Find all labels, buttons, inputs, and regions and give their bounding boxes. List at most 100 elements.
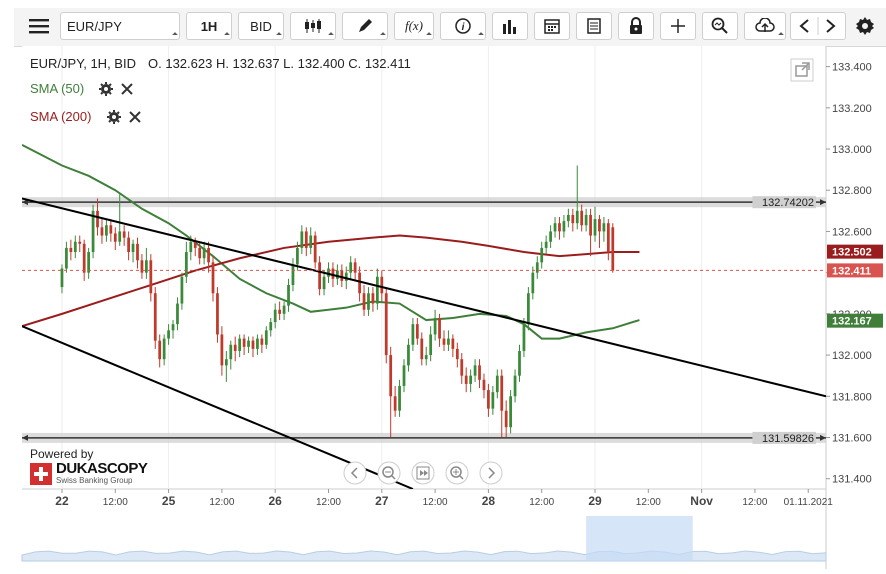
chart-nav-controls [343, 461, 503, 485]
candle-body [220, 334, 224, 366]
zoom-button[interactable] [702, 12, 738, 40]
plot-layer [22, 144, 826, 489]
candle-body [331, 268, 335, 279]
candle-body [455, 348, 459, 360]
candle-body [113, 233, 117, 242]
candle-body [540, 247, 544, 263]
lock-icon [630, 17, 642, 34]
candle-body [336, 270, 339, 279]
candle-body [487, 390, 490, 409]
volume-button[interactable] [492, 12, 528, 40]
candle-body [451, 338, 455, 349]
candle-body [207, 247, 210, 263]
candle-body [420, 338, 424, 360]
x-tick-label: 01.11.2021 [784, 497, 834, 508]
brand-tagline: Swiss Banking Group [56, 476, 133, 485]
info-button[interactable]: i [440, 12, 486, 40]
x-tick-label: 12:00 [103, 497, 128, 508]
candle-body [60, 268, 64, 288]
upload-button[interactable] [744, 12, 786, 40]
candle-body [535, 262, 539, 273]
candle-body [522, 324, 526, 351]
expand-icon[interactable] [790, 58, 814, 82]
reset-zoom-button[interactable] [411, 461, 435, 485]
price-label-bg [827, 313, 883, 328]
news-button[interactable] [576, 12, 612, 40]
scroll-right-button[interactable] [479, 461, 503, 485]
candle-body [584, 214, 588, 226]
info-icon: i [455, 18, 471, 34]
candle-body [96, 210, 99, 228]
candle-body [495, 375, 499, 393]
next-arrow-icon[interactable] [826, 19, 836, 33]
price-label: 132.167 [832, 316, 872, 328]
candle-body [82, 243, 86, 273]
sma200-controls [107, 110, 141, 124]
candle-body [358, 272, 361, 294]
chart-area[interactable]: 133.400 133.200 133.000 132.800 132.600 132.4… [14, 46, 886, 569]
candle-body [233, 344, 237, 351]
candle-body [189, 241, 193, 253]
zoom-in-button[interactable] [445, 461, 469, 485]
zoom-out-button[interactable] [377, 461, 401, 485]
candle-body [367, 293, 370, 310]
candle-body [549, 231, 552, 242]
candle-body [78, 241, 82, 244]
candle-body [291, 264, 295, 286]
candle-body [247, 340, 250, 347]
lock-button[interactable] [618, 12, 654, 40]
price-side-select[interactable]: BID [238, 12, 284, 40]
candle-body [571, 214, 575, 224]
candle-body [180, 276, 184, 304]
zoom-search-icon [711, 17, 728, 34]
symbol-label: EUR/JPY [67, 18, 122, 34]
sma200-remove-icon[interactable] [129, 111, 141, 123]
sma50-remove-icon[interactable] [121, 83, 133, 95]
candle-body [482, 379, 486, 391]
candle-body [566, 214, 570, 222]
candle-body [184, 252, 188, 277]
x-tick-label: 27 [375, 494, 389, 508]
calendar-button[interactable] [534, 12, 570, 40]
symbol-select[interactable]: EUR/JPY [60, 12, 180, 40]
draw-button[interactable] [342, 12, 388, 40]
calendar-icon [544, 19, 560, 34]
candle-body [278, 309, 282, 314]
price-chart[interactable]: 133.400 133.200 133.000 132.800 132.600 132.4… [14, 46, 886, 569]
candle-body [313, 235, 317, 263]
indicators-button[interactable]: f(x) [394, 12, 434, 40]
line-label-bg [752, 196, 816, 209]
candle-body [251, 340, 255, 349]
candle-body [140, 260, 144, 273]
prev-arrow-icon[interactable] [799, 19, 809, 33]
crosshair-button[interactable] [660, 12, 696, 40]
scroll-left-button[interactable] [343, 461, 367, 485]
candle-body [393, 396, 397, 411]
chart-type-button[interactable] [290, 12, 336, 40]
candle-body [473, 365, 477, 376]
candle-body [105, 225, 108, 236]
timeframe-select[interactable]: 1H [186, 12, 232, 40]
swiss-cross-icon [30, 463, 52, 485]
volume-overview-area [21, 550, 827, 562]
candle-body [527, 293, 530, 325]
trend-line [22, 325, 414, 489]
candle-body [287, 285, 290, 306]
x-tick-label: 12:00 [529, 497, 554, 508]
menu-button[interactable] [20, 12, 58, 40]
x-tick-label: 22 [55, 494, 69, 508]
brand-name: DUKASCOPY [56, 460, 148, 477]
y-tick-label: 133.400 [832, 62, 872, 74]
dukascopy-logo: Powered by DUKASCOPY Swiss Banking Group [30, 447, 170, 489]
candle-body [389, 355, 393, 397]
ohlc-readout: O. 132.623 H. 132.637 L. 132.400 C. 132.… [148, 56, 411, 71]
sma50-settings-icon[interactable] [99, 82, 113, 96]
sma200-settings-icon[interactable] [107, 110, 121, 124]
candle-body [424, 355, 428, 360]
settings-button[interactable] [850, 12, 880, 40]
candle-body [273, 309, 277, 323]
y-tick-label: 133.200 [832, 103, 872, 115]
y-tick-label: 131.600 [832, 432, 872, 444]
candle-body [127, 237, 130, 253]
sma50-line [22, 144, 640, 340]
